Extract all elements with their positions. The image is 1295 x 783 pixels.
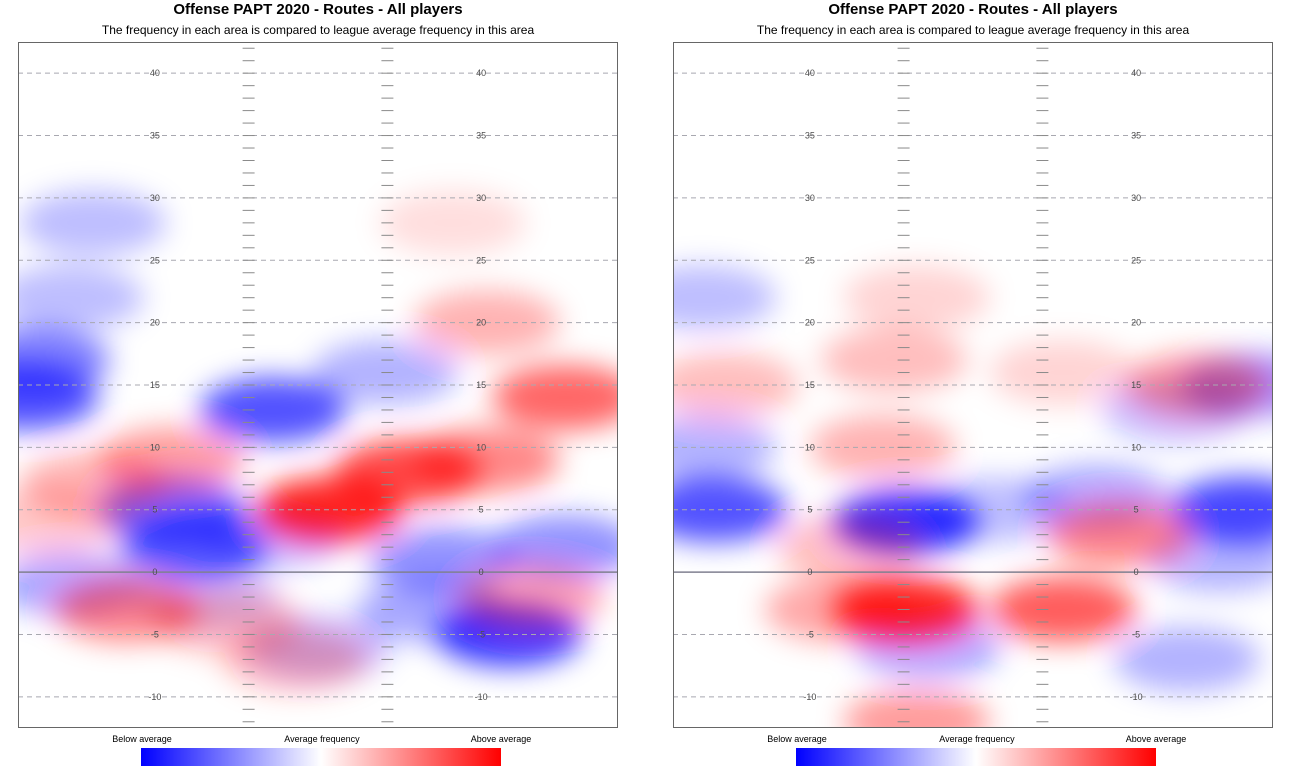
yard-number-label: 25 bbox=[476, 255, 486, 265]
yard-number-label: 10 bbox=[1131, 442, 1141, 452]
legend-mid-label: Average frequency bbox=[284, 734, 360, 744]
heat-cell bbox=[1113, 626, 1260, 692]
yard-number-label: 40 bbox=[150, 68, 160, 78]
yard-number-label: 25 bbox=[805, 255, 815, 265]
yard-number-label: 20 bbox=[476, 318, 486, 328]
yard-number-label: -10 bbox=[803, 692, 816, 702]
chart-subtitle: The frequency in each area is compared t… bbox=[756, 23, 1190, 37]
heat-cell bbox=[776, 514, 923, 580]
heat-cell bbox=[18, 265, 144, 331]
yard-number-label: 20 bbox=[805, 318, 815, 328]
yard-number-label: 20 bbox=[150, 318, 160, 328]
legend-mid-label: Average frequency bbox=[939, 734, 1015, 744]
yard-number-label: 15 bbox=[1131, 380, 1141, 390]
yard-number-label: 10 bbox=[476, 442, 486, 452]
color-legend-bar bbox=[796, 748, 1156, 766]
heat-cell bbox=[1169, 477, 1273, 543]
heatmap-plot-area: -10 -10 -5 -5 0 0 5 5 10 10 15 15 20 20 25 25 30 30 35 35 40… bbox=[673, 42, 1273, 728]
heat-cell bbox=[673, 352, 799, 418]
yard-number-label: 35 bbox=[476, 131, 486, 141]
heat-cell bbox=[1046, 502, 1193, 568]
color-legend-bar bbox=[141, 748, 501, 766]
chart-title: Offense PAPT 2020 - Routes - All players bbox=[828, 1, 1118, 18]
yard-number-label: -5 bbox=[1132, 629, 1140, 639]
yard-number-label: -10 bbox=[1130, 692, 1143, 702]
heat-cell bbox=[379, 190, 527, 256]
heat-cell bbox=[18, 489, 122, 555]
yard-number-label: -5 bbox=[477, 629, 485, 639]
heat-cell bbox=[989, 340, 1137, 405]
heat-cell bbox=[821, 327, 968, 393]
heat-layer bbox=[673, 265, 1273, 728]
yard-number-label: 35 bbox=[1131, 131, 1141, 141]
yard-number-label: 10 bbox=[805, 442, 815, 452]
yard-number-label: 5 bbox=[1134, 505, 1139, 515]
yard-number-label: 30 bbox=[805, 193, 815, 203]
yard-number-label: -10 bbox=[475, 692, 488, 702]
heat-cell bbox=[199, 377, 347, 443]
heat-layer bbox=[18, 190, 618, 692]
heatmap-panel-right: Offense PAPT 2020 - Routes - All players… bbox=[655, 0, 1295, 783]
yard-number-label: 30 bbox=[150, 193, 160, 203]
yard-number-label: 0 bbox=[152, 567, 157, 577]
yard-number-label: 15 bbox=[805, 380, 815, 390]
yard-number-label: -5 bbox=[806, 629, 814, 639]
yard-number-label: -10 bbox=[148, 692, 161, 702]
yard-number-label: 10 bbox=[150, 442, 160, 452]
yard-number-label: 25 bbox=[1131, 255, 1141, 265]
heat-cell bbox=[492, 365, 618, 430]
heatmap-svg: -10 -10 -5 -5 0 0 5 5 10 10 15 15 20 20 25 25 30 30 35 35 40… bbox=[18, 42, 618, 728]
yard-number-label: 0 bbox=[1134, 567, 1139, 577]
yard-number-label: 25 bbox=[150, 255, 160, 265]
yard-number-label: 5 bbox=[152, 505, 157, 515]
chart-subtitle: The frequency in each area is compared t… bbox=[101, 23, 535, 37]
heatmap-plot-area: -10 -10 -5 -5 0 0 5 5 10 10 15 15 20 20 25 25 30 30 35 35 40… bbox=[18, 42, 618, 728]
yard-number-label: 40 bbox=[805, 68, 815, 78]
plot-border bbox=[18, 42, 618, 728]
chart-title: Offense PAPT 2020 - Routes - All players bbox=[173, 1, 463, 18]
yard-number-label: 20 bbox=[1131, 318, 1141, 328]
yard-number-label: 40 bbox=[1131, 68, 1141, 78]
heat-cell bbox=[19, 190, 167, 256]
heat-cell bbox=[458, 564, 605, 630]
yard-number-label: 30 bbox=[476, 193, 486, 203]
yard-number-label: 40 bbox=[476, 68, 486, 78]
yard-number-label: 5 bbox=[807, 505, 812, 515]
heat-cell bbox=[222, 626, 369, 692]
legend-low-label: Below average bbox=[112, 734, 172, 744]
legend-high-label: Above average bbox=[1125, 734, 1187, 744]
yard-number-label: 5 bbox=[479, 505, 484, 515]
yard-number-label: 15 bbox=[150, 380, 160, 390]
yard-number-label: 15 bbox=[476, 380, 486, 390]
legend-high-label: Above average bbox=[470, 734, 532, 744]
yard-number-label: 0 bbox=[807, 567, 812, 577]
yard-number-label: 30 bbox=[1131, 193, 1141, 203]
heat-cell bbox=[843, 689, 990, 728]
heat-cell bbox=[673, 265, 777, 331]
heat-cell bbox=[764, 577, 912, 642]
heatmap-svg: -10 -10 -5 -5 0 0 5 5 10 10 15 15 20 20 25 25 30 30 35 35 40… bbox=[673, 42, 1273, 728]
plot-border bbox=[673, 42, 1273, 728]
heat-cell bbox=[843, 265, 990, 331]
heat-cell bbox=[492, 514, 618, 580]
heatmap-panel-left: Offense PAPT 2020 - Routes - All players… bbox=[18, 1, 618, 766]
yard-number-label: 35 bbox=[805, 131, 815, 141]
heat-cell bbox=[18, 327, 110, 393]
heat-cell bbox=[673, 414, 777, 480]
heat-cell bbox=[413, 427, 560, 493]
legend-low-label: Below average bbox=[767, 734, 827, 744]
yard-number-label: 0 bbox=[479, 567, 484, 577]
heat-cell bbox=[989, 577, 1137, 642]
yard-number-label: 35 bbox=[150, 131, 160, 141]
yard-number-label: -5 bbox=[151, 629, 159, 639]
